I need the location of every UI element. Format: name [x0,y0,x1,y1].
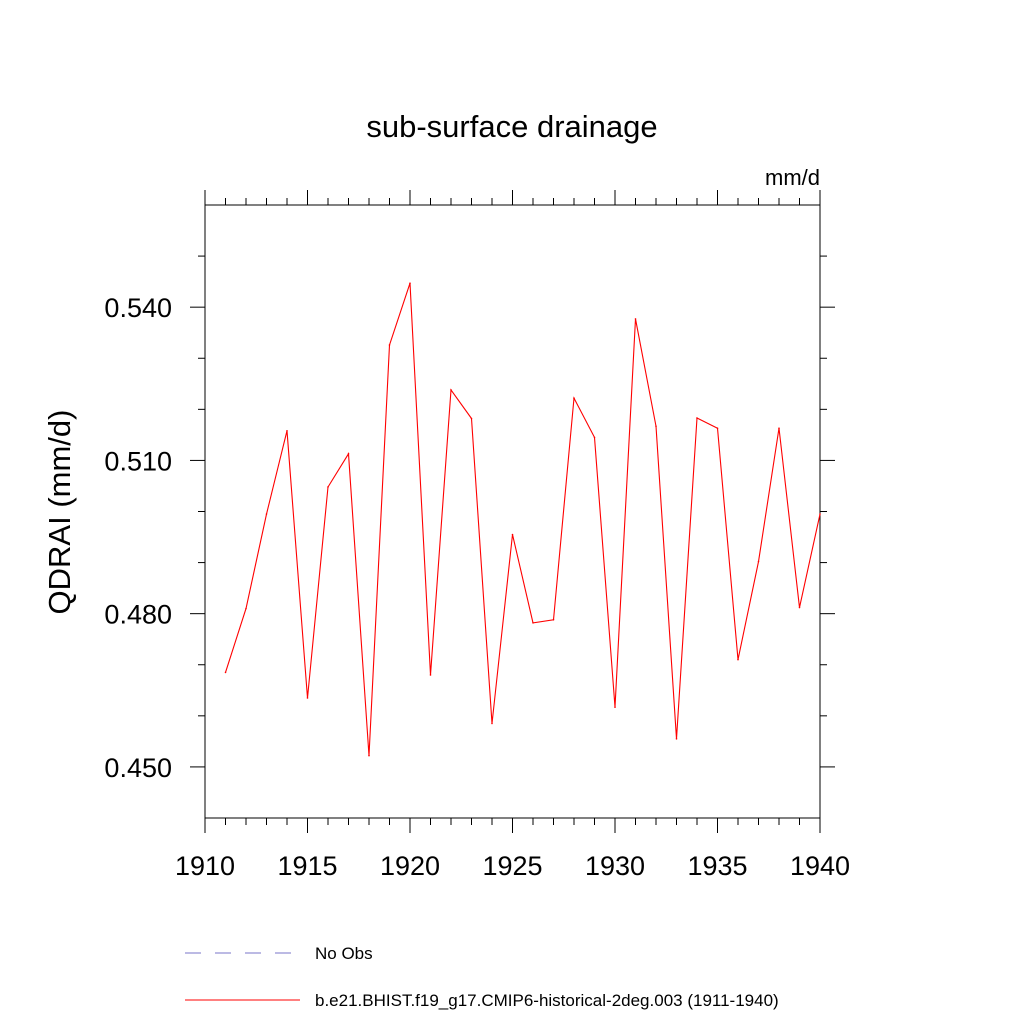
data-point [552,618,555,621]
data-point [347,452,350,455]
x-tick-label: 1920 [380,851,440,881]
chart-title: sub-surface drainage [366,109,657,144]
legend-label: b.e21.BHIST.f19_g17.CMIP6-historical-2de… [315,991,779,1010]
y-axis-label: QDRAI (mm/d) [42,410,77,615]
data-point [675,738,678,740]
data-point [634,318,637,320]
units-label: mm/d [765,165,820,190]
x-tick-label: 1915 [277,851,337,881]
legend-label: No Obs [315,944,373,963]
data-point [573,397,575,399]
legend: No Obs b.e21.BHIST.f19_g17.CMIP6-historic… [185,944,779,1010]
data-point [470,417,473,420]
series-layer [224,282,821,757]
data-point [409,282,411,284]
data-point [757,560,760,563]
data-point [778,427,780,430]
data-point [286,429,288,432]
y-tick-label: 0.450 [104,753,172,783]
data-point [368,754,370,757]
series-line [224,283,821,756]
data-point [327,486,329,488]
data-point [491,722,493,725]
data-point [265,513,268,515]
y-tick-label: 0.540 [104,293,172,323]
y-tick-label: 0.480 [104,600,172,630]
x-tick-label: 1925 [482,851,542,881]
data-point [306,697,309,699]
data-point [224,671,227,674]
x-tick-label: 1910 [175,851,235,881]
data-point [696,417,698,419]
data-point [737,658,739,661]
data-point [614,706,616,708]
data-point [819,513,821,515]
data-point [798,606,801,609]
x-tick-label: 1930 [585,851,645,881]
data-point [388,344,391,346]
data-point [716,427,719,430]
plot-frame [204,204,821,819]
data-point [245,607,247,610]
data-point [450,389,452,391]
data-point [593,436,596,439]
x-tick-label: 1940 [790,851,850,881]
y-tick-label: 0.510 [104,446,172,476]
data-point [532,622,534,624]
data-point [655,425,657,427]
x-tick-label: 1935 [687,851,747,881]
data-point [429,674,432,676]
plot-axes: 1910 1915 1920 1925 1930 1935 1940 0.450 0.480 0.… [104,190,850,881]
data-point [511,533,514,536]
